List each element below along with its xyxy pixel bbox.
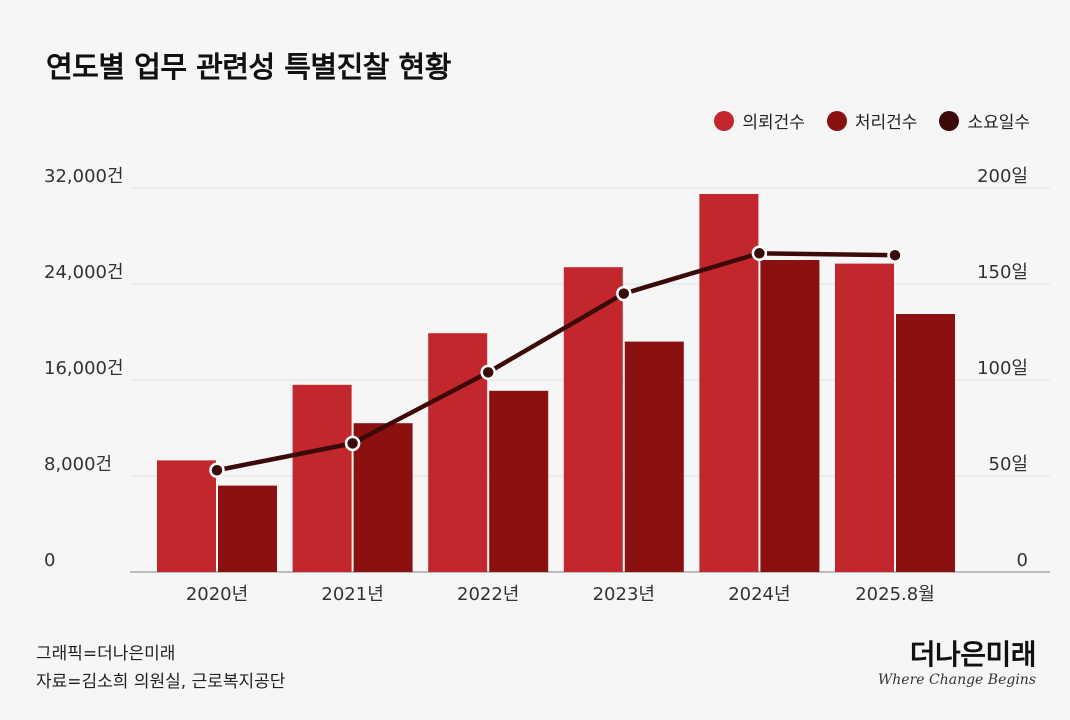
y-left-tick-label: 32,000건 [44, 166, 124, 187]
bar-request [835, 263, 894, 572]
x-tick-label: 2025.8월 [855, 584, 935, 605]
legend-item-request: 의뢰건수 [714, 108, 805, 133]
legend-label-days: 소요일수 [967, 113, 1030, 133]
brand-tagline: Where Change Begins [877, 672, 1036, 688]
legend-swatch-processed [826, 110, 847, 131]
x-tick-label: 2024년 [728, 584, 790, 605]
line-point-days [887, 247, 903, 263]
chart-title: 연도별 업무 관련성 특별진찰 현황 [46, 50, 451, 84]
bar-request [563, 267, 623, 572]
bar-request [292, 384, 352, 572]
legend-item-processed: 처리건수 [826, 108, 918, 133]
bar-processed [353, 423, 413, 572]
graphic-credit: 그래픽=더나은미래 [36, 644, 176, 664]
y-right-tick-label: 200일 [977, 166, 1028, 187]
y-right-tick-label: 150일 [977, 262, 1028, 283]
y-left-tick-label: 8,000건 [44, 454, 112, 475]
brand-logo: 더나은미래 Where Change Begins [877, 638, 1037, 689]
line-days [216, 251, 896, 473]
data-source: 자료=김소희 의원실, 근로복지공단 [36, 672, 286, 692]
legend-swatch-days [939, 110, 960, 131]
y-right-tick-label: 50일 [989, 454, 1028, 475]
y-left-tick-label: 0 [44, 550, 55, 571]
x-tick-label: 2020년 [186, 584, 248, 605]
bar-request [699, 194, 759, 572]
bar-request [428, 333, 488, 572]
y-right-tick-label: 0 [1017, 550, 1028, 571]
legend-item-days: 소요일수 [939, 108, 1030, 133]
y-left-tick-label: 24,000건 [44, 262, 124, 283]
bar-processed [218, 485, 277, 572]
brand-name: 더나은미래 [909, 638, 1037, 671]
footer: 그래픽=더나은미래 자료=김소희 의원실, 근로복지공단 [36, 640, 285, 696]
legend-label-request: 의뢰건수 [742, 113, 805, 133]
line-point-days [209, 462, 225, 478]
legend: 의뢰건수 처리건수 소요일수 [714, 108, 1030, 133]
x-tick-label: 2021년 [321, 584, 383, 605]
legend-label-processed: 처리건수 [854, 113, 918, 133]
x-tick-label: 2023년 [593, 584, 655, 605]
bar-processed [760, 260, 820, 572]
y-left-tick-label: 16,000건 [44, 358, 124, 379]
x-tick-label: 2022년 [457, 584, 519, 605]
bar-processed [624, 341, 684, 572]
bar-request [157, 460, 216, 572]
line-point-days [751, 245, 768, 262]
y-right-tick-label: 100일 [977, 358, 1028, 379]
line-point-days [344, 435, 361, 452]
bar-processed [489, 390, 549, 572]
line-point-days [480, 364, 496, 381]
line-point-days [616, 285, 632, 302]
bar-processed [896, 314, 955, 572]
legend-swatch-request [714, 110, 735, 131]
